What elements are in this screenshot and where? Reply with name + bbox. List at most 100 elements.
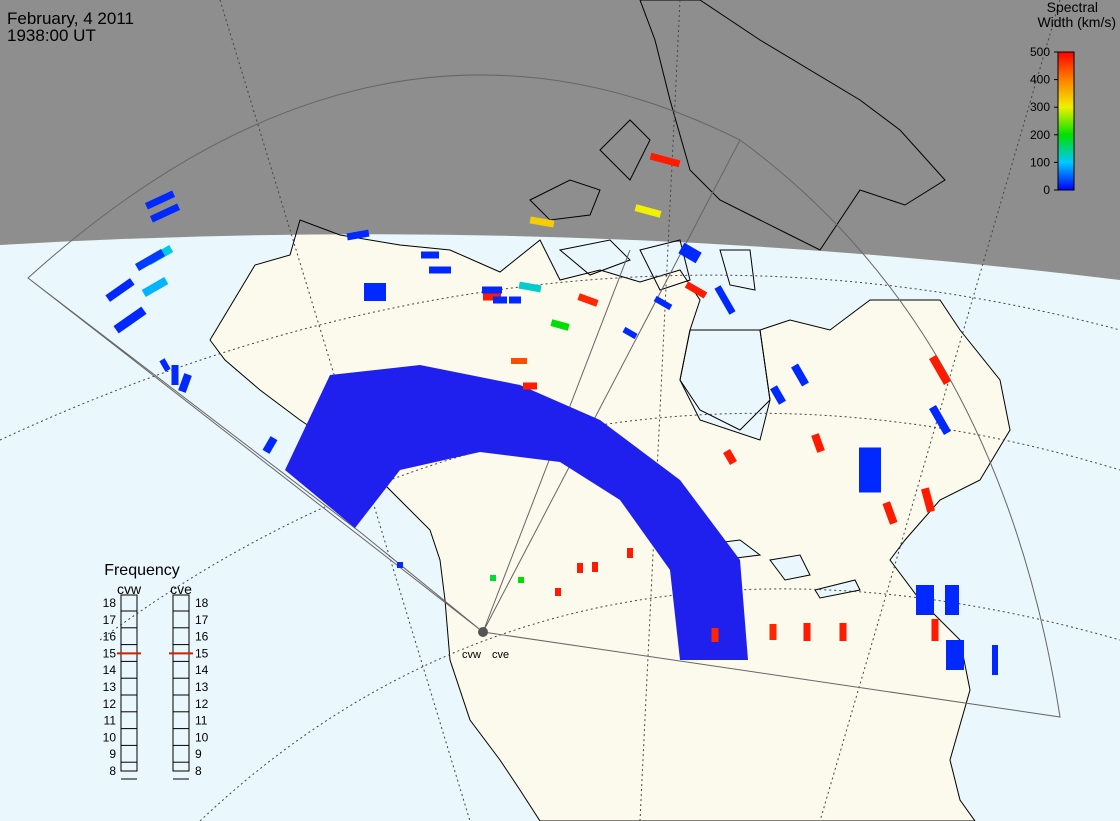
scatter-cell: [634, 204, 662, 218]
scatter-cell: [397, 562, 403, 568]
scatter-cell: [135, 249, 165, 271]
colorbar-tick-label: 500: [1030, 45, 1050, 59]
scatter-cell: [577, 563, 583, 573]
colorbar-title: Spectral: [1047, 0, 1098, 15]
frequency-tick-label: 14: [195, 663, 209, 677]
frequency-box: [172, 594, 190, 772]
radar-site: [478, 627, 488, 637]
scatter-cell: [518, 577, 524, 583]
scatter-cell: [113, 306, 147, 334]
frequency-tick-label: 8: [195, 764, 202, 778]
scatter-cell: [714, 285, 736, 315]
frequency-tick-label: 9: [195, 747, 202, 761]
scatter-cell: [159, 358, 171, 372]
scatter-cell: [592, 562, 598, 572]
scatter-cell: [684, 281, 708, 299]
frequency-tick-label: 11: [195, 714, 208, 728]
scatter-cell: [859, 447, 881, 493]
radar-fov: [27, 74, 1061, 718]
frequency-tick-label: 18: [195, 596, 209, 610]
scatter-cell: [882, 501, 898, 525]
scatter-cell: [627, 548, 633, 558]
night-region: [0, 0, 1120, 280]
scatter-cell: [649, 152, 681, 168]
scatter-cell: [105, 278, 135, 302]
scatter-cell: [929, 405, 951, 435]
scatter-cell: [483, 293, 501, 301]
frequency-tick-label: 17: [103, 613, 117, 627]
radar-label: cve: [492, 649, 509, 661]
frequency-tick-label: 17: [195, 613, 209, 627]
radar-name: cve: [170, 581, 192, 597]
scatter-cell: [364, 283, 386, 301]
scatter-cell: [523, 382, 537, 390]
scatter-cell: [992, 645, 998, 675]
colorbar: [1057, 51, 1075, 191]
scatter-cell: [916, 585, 934, 615]
scatter-cell: [622, 326, 638, 340]
frequency-tick-label: 10: [195, 730, 209, 744]
frequency-tick-label: 15: [195, 646, 209, 660]
scatter-cell: [144, 190, 176, 210]
scatter-cell: [171, 365, 179, 385]
scatter-cell: [262, 436, 278, 454]
scatter-cell: [482, 286, 502, 294]
radar-name: cvw: [117, 581, 142, 597]
scatter-cell: [929, 355, 951, 385]
scatter-cell: [149, 203, 181, 223]
scatter-cell: [791, 363, 809, 387]
scatter-cell: [945, 585, 959, 615]
colorbar-tick-label: 300: [1030, 100, 1050, 114]
scatter-cell: [493, 296, 507, 304]
arctic-islands: [529, 119, 756, 291]
colorbar-tick-label: 200: [1030, 128, 1050, 142]
time: 1938:00 UT: [7, 26, 96, 45]
frequency-tick-label: 16: [103, 630, 117, 644]
scatter-cell: [723, 448, 737, 466]
scatter-cell: [429, 266, 451, 274]
colorbar-title: Width (km/s): [1037, 14, 1116, 30]
frequency-tick-label: 15: [103, 646, 117, 660]
scatter-cell: [421, 251, 439, 259]
frequency-tick-label: 18: [103, 596, 117, 610]
scatter-cell: [653, 295, 673, 311]
scatter-cell: [178, 373, 192, 393]
scatter-cell: [346, 229, 370, 241]
scatter-cell: [946, 640, 964, 670]
scatter-cell: [839, 623, 847, 641]
frequency-title: Frequency: [104, 562, 180, 579]
frequency-tick-label: 11: [104, 714, 117, 728]
frequency-tick-label: 12: [195, 697, 209, 711]
scatter-cell: [529, 216, 555, 228]
scatter-cell: [711, 628, 719, 642]
scatter-cell: [511, 358, 527, 364]
scatter-cell: [921, 487, 935, 513]
scatter-cell: [141, 277, 169, 297]
scatter-band: [285, 365, 748, 660]
date: February, 4 2011: [7, 9, 134, 28]
frequency-tick-label: 13: [195, 680, 209, 694]
frequency-tick-label: 14: [103, 663, 117, 677]
frequency-box: [120, 594, 138, 772]
scatter-cell: [931, 619, 939, 641]
scatter-cell: [490, 575, 496, 581]
radar-label: cvw: [462, 649, 481, 661]
scatter-cell: [509, 296, 521, 304]
colorbar-tick-label: 0: [1043, 183, 1050, 197]
scatter-cell: [770, 385, 786, 405]
scatter-cell: [550, 319, 570, 331]
scatter-cell: [769, 624, 777, 640]
frequency-tick-label: 8: [109, 764, 116, 778]
scatter-cell: [577, 293, 599, 307]
frequency-tick-label: 16: [195, 630, 209, 644]
frequency-tick-label: 13: [103, 680, 117, 694]
colorbar-tick-label: 100: [1030, 155, 1050, 169]
scatter-cell: [803, 623, 811, 641]
frequency-tick-label: 12: [103, 697, 117, 711]
frequency-tick-label: 10: [103, 730, 117, 744]
frequency-tick-label: 9: [109, 747, 116, 761]
scatter-cell: [555, 588, 561, 596]
